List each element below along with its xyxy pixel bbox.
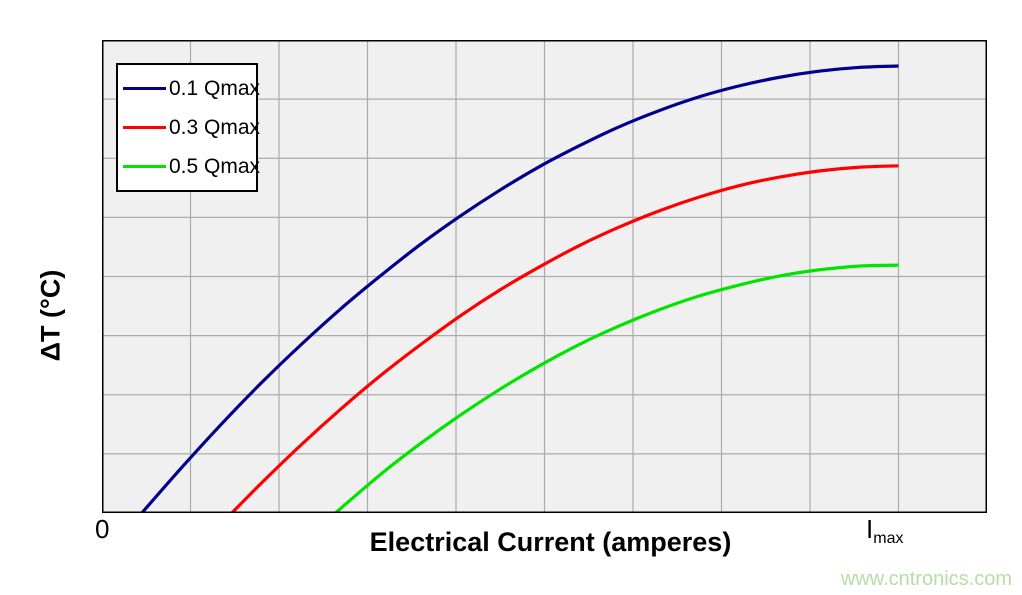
curve-0.5-qmax <box>334 263 899 513</box>
legend-item-2: 0.5 Qmax <box>123 155 260 179</box>
legend-label: 0.5 Qmax <box>169 154 261 178</box>
x-tick-zero: 0 <box>95 514 110 544</box>
y-axis-title: ΔT (°C) <box>35 269 66 361</box>
legend-line-sample <box>123 86 166 91</box>
legend: 0.1 Qmax 0.3 Qmax 0.5 Qmax <box>116 63 260 192</box>
legend-line-sample <box>123 125 166 130</box>
legend-label: 0.1 Qmax <box>169 76 261 100</box>
watermark-text: www.cntronics.com <box>840 568 1012 590</box>
curve-0.1-qmax <box>140 64 899 513</box>
x-tick-imax-base: I <box>866 514 874 544</box>
x-tick-imax: Imax <box>866 514 903 548</box>
legend-item-1: 0.3 Qmax <box>123 116 260 140</box>
legend-label: 0.3 Qmax <box>169 115 261 139</box>
x-axis-title: Electrical Current (amperes) <box>369 527 732 557</box>
x-tick-imax-subscript: max <box>873 530 904 547</box>
curve-0.3-qmax <box>230 164 899 513</box>
legend-item-0: 0.1 Qmax <box>123 77 260 101</box>
legend-line-sample <box>123 164 166 169</box>
